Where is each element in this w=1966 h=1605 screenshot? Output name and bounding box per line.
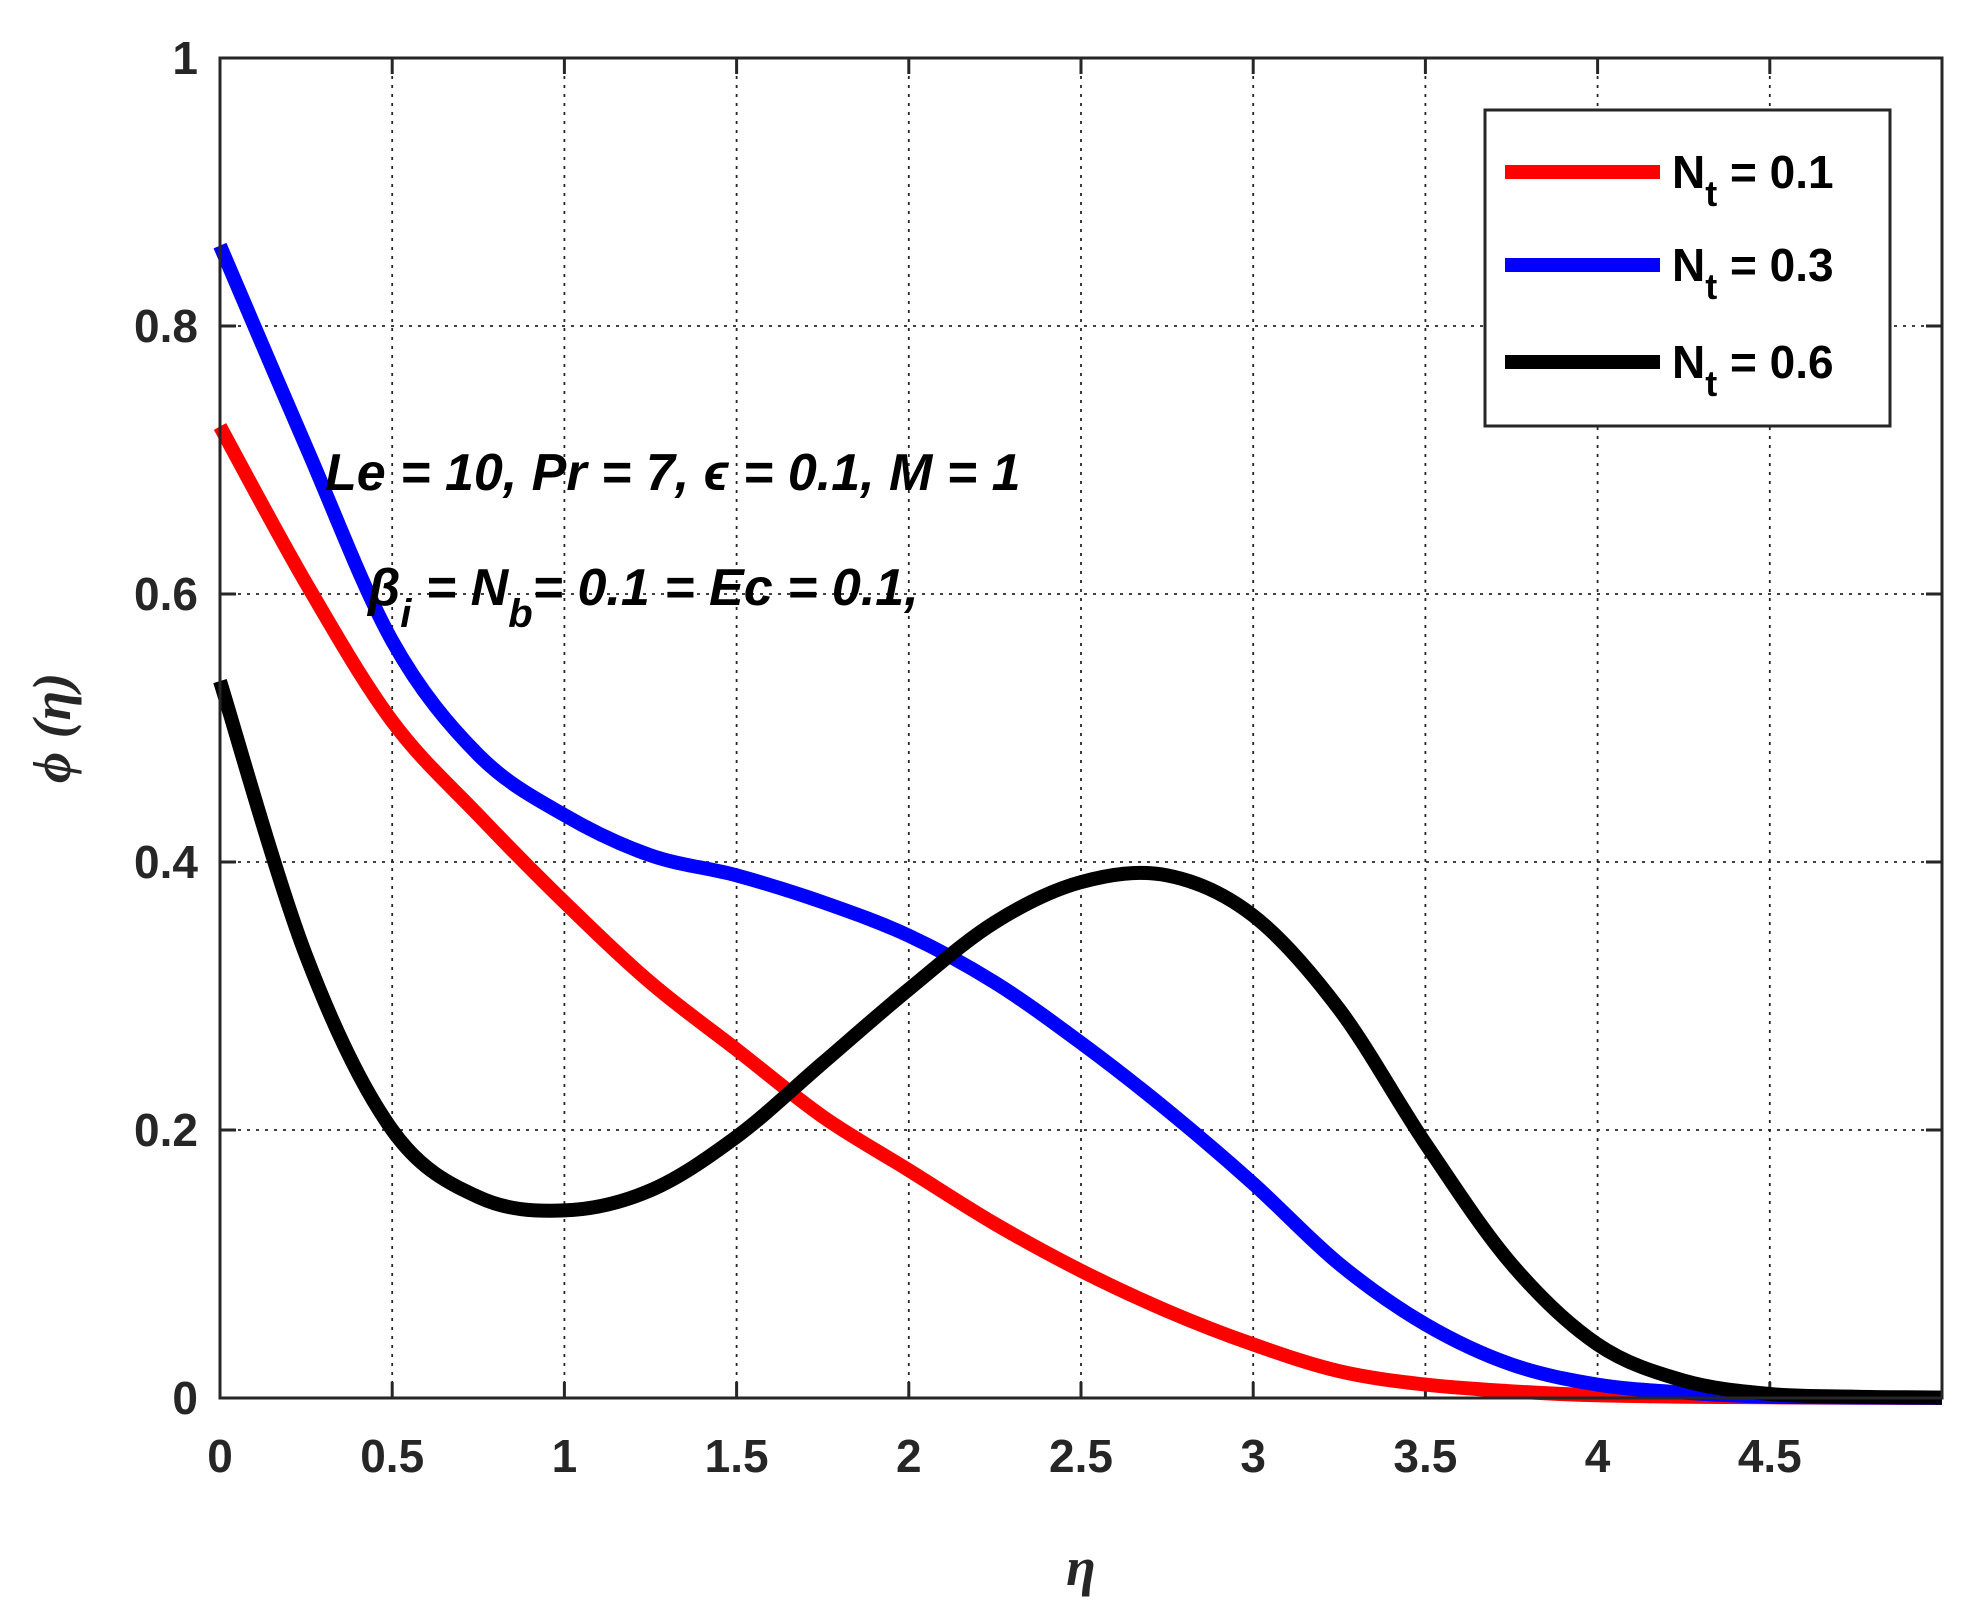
x-tick-labels: 0 0.5 1 1.5 2 2.5 3 3.5 4 4.5	[207, 1430, 1802, 1482]
legend-label-nt-0-1: Nt = 0.1	[1672, 146, 1834, 214]
annotation-parameters-line2: βi = Nb= 0.1 = Ec = 0.1,	[366, 559, 919, 636]
x-tick-label: 4.5	[1738, 1430, 1802, 1482]
legend-label-nt-0-6: Nt = 0.6	[1672, 336, 1834, 404]
annotation-nb: = N	[411, 559, 509, 617]
x-tick-label: 0.5	[360, 1430, 424, 1482]
annotation-parameters-line1: Le = 10, Pr = 7, ϵ = 0.1, M = 1	[325, 444, 1021, 502]
y-tick-label: 0.8	[134, 300, 198, 352]
annotation-nb-subscript: b	[508, 592, 532, 636]
plot-frame	[218, 56, 1944, 1400]
series-line-nt-0-3	[213, 242, 1943, 1405]
y-tick-label: 1	[172, 32, 198, 84]
y-axis-title: ϕ (η)	[22, 673, 82, 783]
x-tick-label: 1.5	[705, 1430, 769, 1482]
y-tick-label: 0	[172, 1372, 198, 1424]
series-line-nt-0-1	[213, 423, 1943, 1405]
x-tick-label: 3.5	[1393, 1430, 1457, 1482]
x-tick-label: 3	[1240, 1430, 1266, 1482]
annotation-beta: β	[366, 559, 400, 617]
annotation-rest: = 0.1 = Ec = 0.1,	[533, 559, 919, 617]
legend-entries: Nt = 0.1 Nt = 0.3 Nt = 0.6	[1505, 146, 1834, 404]
series-line-nt-0-6	[213, 679, 1943, 1405]
legend-label-nt-0-3: Nt = 0.3	[1672, 239, 1834, 307]
x-tick-label: 2	[896, 1430, 922, 1482]
legend: Nt = 0.1 Nt = 0.3 Nt = 0.6	[1483, 108, 1892, 428]
y-tick-labels: 0 0.2 0.4 0.6 0.8 1	[134, 32, 198, 1424]
x-tick-label: 2.5	[1049, 1430, 1113, 1482]
y-tick-label: 0.4	[134, 836, 198, 888]
annotation-beta-subscript: i	[400, 592, 412, 636]
x-tick-label: 4	[1585, 1430, 1611, 1482]
series-lines	[213, 242, 1943, 1405]
y-tick-label: 0.2	[134, 1104, 198, 1156]
x-tick-label: 0	[207, 1430, 233, 1482]
x-axis-title: η	[1066, 1537, 1096, 1597]
x-tick-label: 1	[552, 1430, 578, 1482]
y-tick-label: 0.6	[134, 568, 198, 620]
